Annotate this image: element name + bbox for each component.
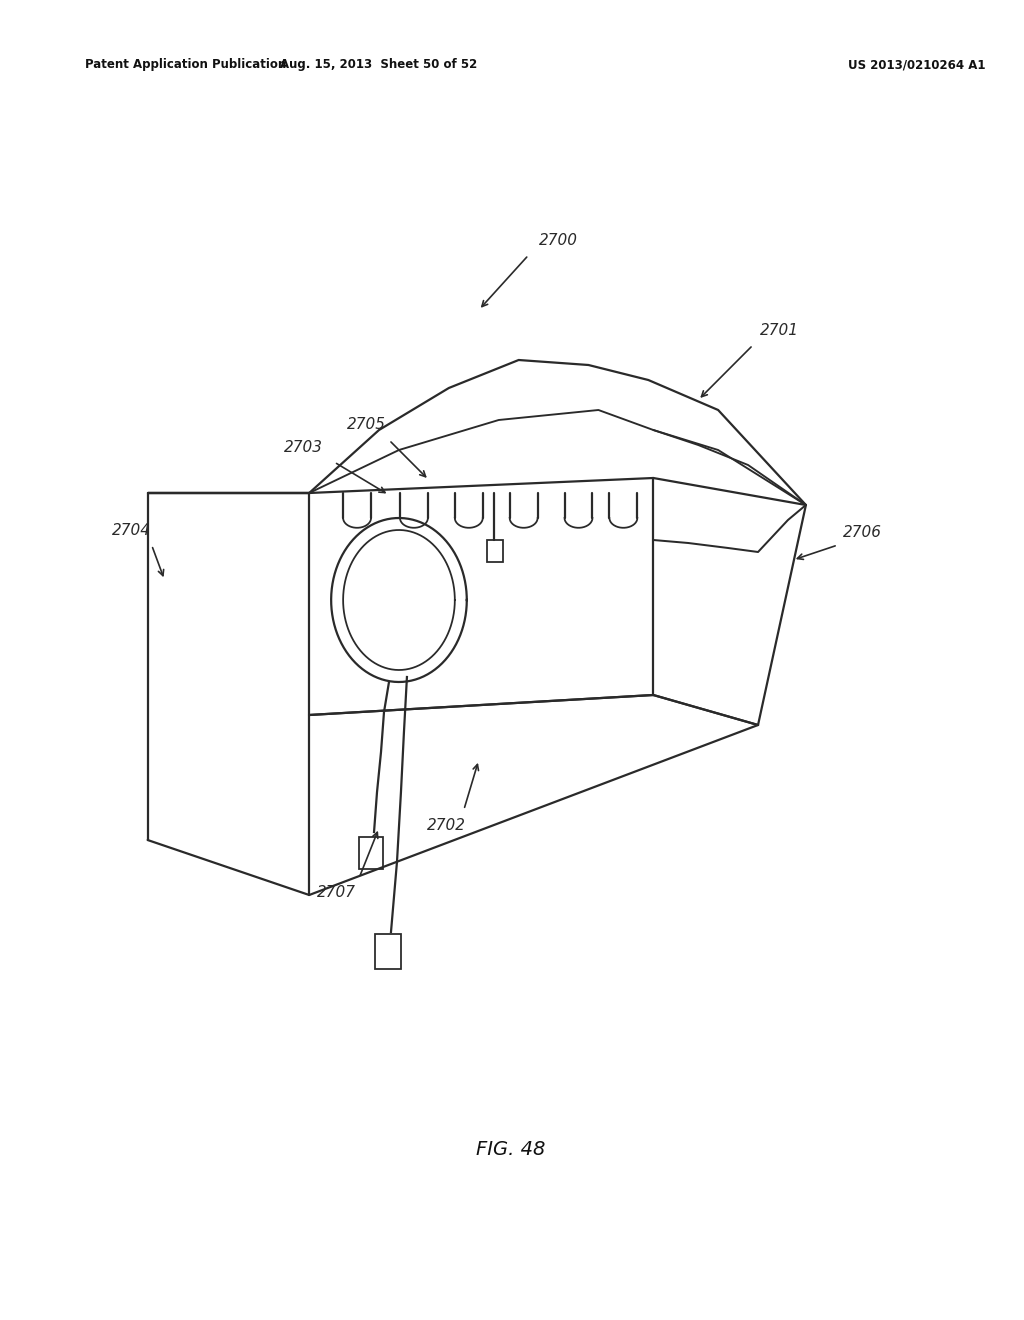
Text: 2706: 2706: [843, 525, 882, 540]
Bar: [375, 935, 401, 969]
Text: 2703: 2703: [285, 440, 324, 455]
Text: FIG. 48: FIG. 48: [476, 1140, 546, 1159]
Text: 2700: 2700: [539, 234, 578, 248]
Bar: [359, 837, 383, 869]
Text: Patent Application Publication: Patent Application Publication: [85, 58, 286, 71]
Text: 2705: 2705: [347, 417, 386, 432]
Bar: [486, 540, 503, 562]
Text: Aug. 15, 2013  Sheet 50 of 52: Aug. 15, 2013 Sheet 50 of 52: [281, 58, 477, 71]
Text: 2701: 2701: [760, 323, 799, 338]
Text: US 2013/0210264 A1: US 2013/0210264 A1: [848, 58, 985, 71]
Text: 2707: 2707: [317, 884, 356, 900]
Text: 2704: 2704: [112, 523, 151, 539]
Text: 2702: 2702: [427, 818, 466, 833]
